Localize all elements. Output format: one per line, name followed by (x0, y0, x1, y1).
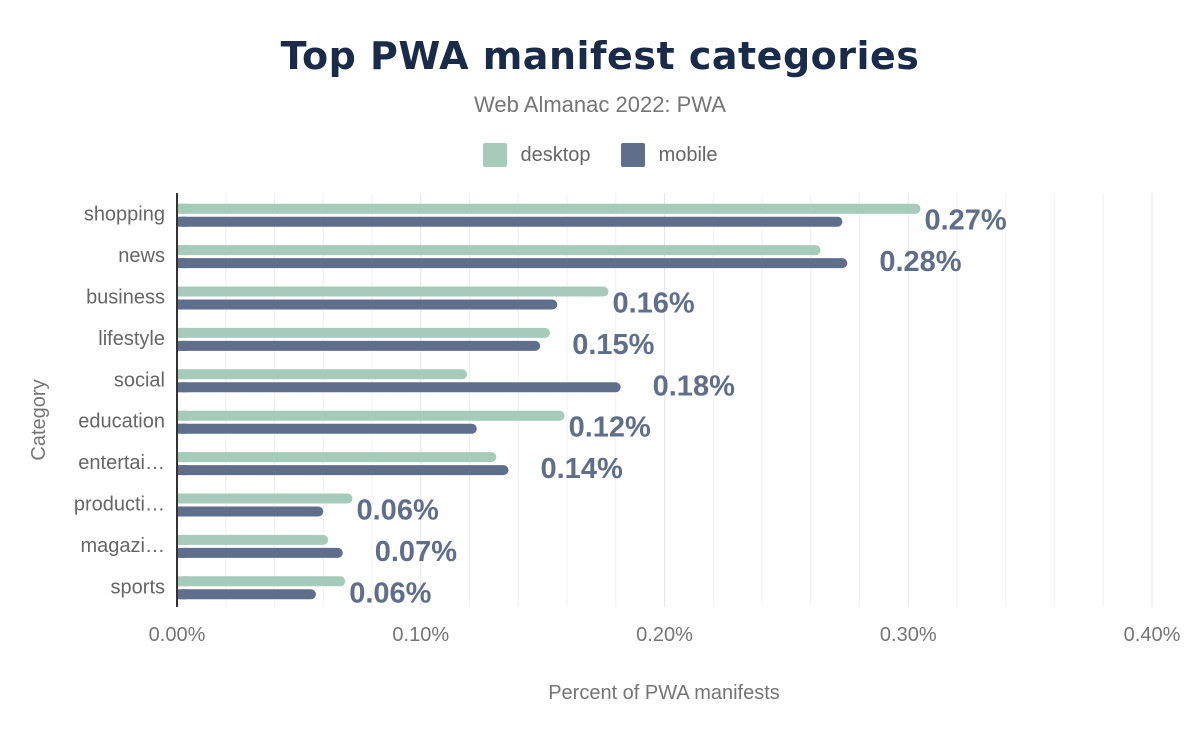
bar-mobile-base (177, 465, 187, 476)
y-axis-title: Category (28, 379, 50, 460)
bar-mobile-base (177, 340, 187, 351)
bar-mobile (177, 382, 621, 393)
x-tick-label: 0.40% (1124, 624, 1181, 646)
bar-desktop-base (177, 369, 187, 380)
bar-mobile (177, 340, 541, 351)
bar-mobile-base (177, 216, 187, 227)
data-label: 0.16% (612, 288, 694, 320)
chart-subtitle: Web Almanac 2022: PWA (474, 92, 726, 117)
bar-mobile (177, 506, 324, 517)
data-label: 0.28% (879, 246, 961, 278)
x-tick-label: 0.10% (392, 624, 449, 646)
bar-mobile-base (177, 506, 187, 517)
bar-mobile-base (177, 382, 187, 393)
bar-mobile (177, 547, 343, 558)
bar-mobile (177, 423, 477, 434)
legend: desktop mobile (0, 143, 1200, 167)
y-tick-label: education (78, 411, 165, 433)
bar-desktop-base (177, 576, 187, 587)
bar-desktop (177, 576, 346, 587)
bar-desktop (177, 245, 821, 256)
legend-label: desktop (520, 143, 591, 166)
bar-desktop (177, 203, 921, 214)
bar-mobile (177, 258, 848, 269)
legend-item-mobile[interactable]: mobile (620, 143, 718, 167)
bar-desktop-base (177, 245, 187, 256)
data-label: 0.15% (572, 329, 654, 361)
x-tick-label: 0.20% (636, 624, 693, 646)
legend-swatch-mobile (620, 143, 645, 167)
x-tick-label: 0.30% (880, 624, 937, 646)
bar-desktop-base (177, 534, 187, 545)
bar-desktop (177, 452, 497, 463)
bar-mobile (177, 465, 509, 476)
bar-mobile-base (177, 258, 187, 269)
y-tick-label: producti… (74, 494, 165, 516)
bar-desktop (177, 286, 609, 297)
data-label: 0.18% (653, 370, 735, 402)
bar-desktop (177, 534, 329, 545)
y-tick-label: entertai… (78, 452, 165, 474)
bar-mobile-base (177, 547, 187, 558)
y-tick-label: lifestyle (98, 328, 165, 350)
bar-mobile-base (177, 299, 187, 310)
bar-desktop (177, 493, 353, 504)
y-tick-label: shopping (84, 204, 165, 226)
chart-title: Top PWA manifest categories (280, 34, 920, 78)
bar-desktop (177, 410, 565, 421)
bar-desktop-base (177, 327, 187, 338)
legend-swatch-desktop (482, 143, 507, 167)
y-tick-label: sports (111, 576, 165, 598)
data-label: 0.06% (349, 577, 431, 609)
y-tick-label: news (118, 245, 165, 267)
bar-desktop-base (177, 452, 187, 463)
bar-desktop (177, 327, 550, 338)
y-tick-label: magazi… (81, 535, 165, 557)
bar-mobile (177, 589, 316, 600)
bar-desktop (177, 369, 468, 380)
bar-desktop-base (177, 410, 187, 421)
legend-item-desktop[interactable]: desktop (482, 143, 591, 167)
legend-label: mobile (658, 143, 718, 166)
data-label: 0.07% (375, 536, 457, 568)
data-label: 0.12% (569, 412, 651, 444)
bar-desktop-base (177, 203, 187, 214)
bar-mobile (177, 299, 558, 310)
y-tick-label: social (114, 369, 165, 391)
x-tick-label: 0.00% (149, 624, 206, 646)
data-label: 0.27% (924, 205, 1006, 237)
data-label: 0.14% (541, 453, 623, 485)
data-label: 0.06% (357, 495, 439, 527)
bar-mobile (177, 216, 843, 227)
bar-mobile-base (177, 589, 187, 600)
y-tick-label: business (86, 287, 165, 309)
bar-mobile-base (177, 423, 187, 434)
x-axis-title: Percent of PWA manifests (548, 682, 780, 704)
bar-desktop-base (177, 493, 187, 504)
bar-desktop-base (177, 286, 187, 297)
